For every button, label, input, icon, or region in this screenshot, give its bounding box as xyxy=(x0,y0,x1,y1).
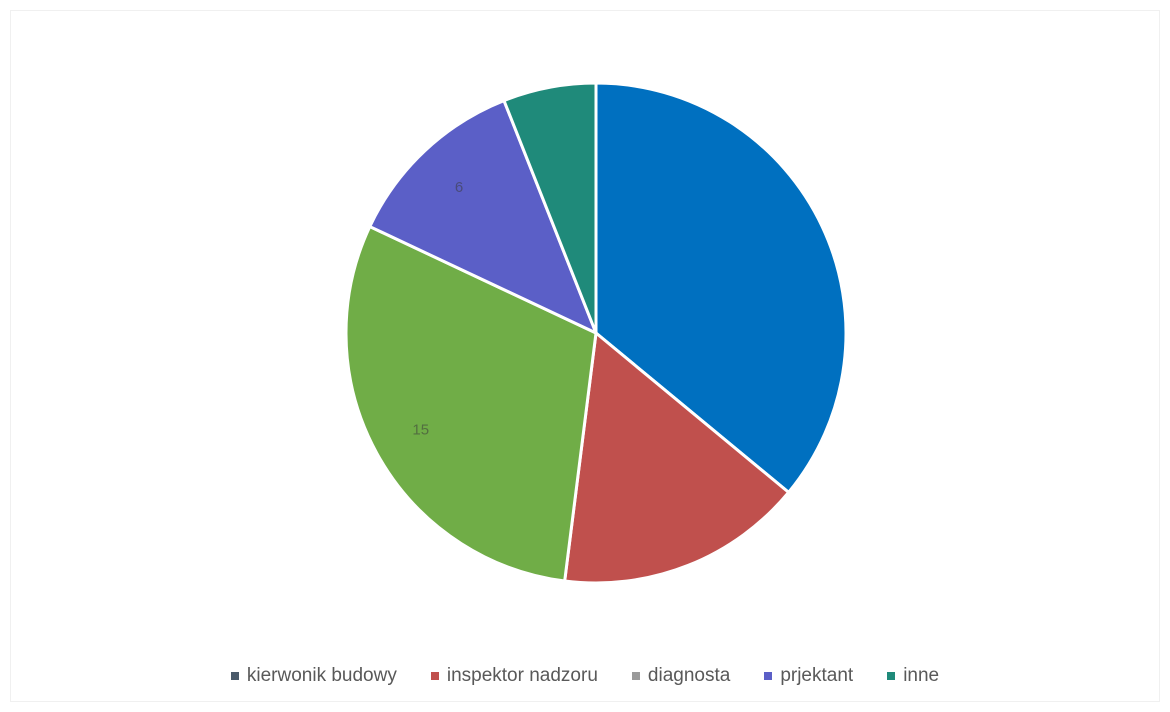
legend-swatch xyxy=(764,672,773,680)
pie-slice-prjektant xyxy=(367,98,599,336)
pie-slices xyxy=(344,81,848,585)
legend-item: kierwonik budowy xyxy=(230,665,397,687)
pie-slice-diagnosta xyxy=(344,224,598,583)
legend-label: diagnosta xyxy=(647,665,731,686)
legend-item: diagnosta xyxy=(631,665,731,687)
data-label-diagnosta: 15 xyxy=(412,421,429,438)
legend-label: prjektant xyxy=(780,665,854,686)
pie-data-labels: 15 6 xyxy=(412,179,463,438)
chart-legend: kierwonik budowy inspektor nadzoru diagnos… xyxy=(0,665,1170,687)
legend-swatch xyxy=(887,672,896,680)
legend-item: prjektant xyxy=(764,665,853,687)
legend-item: inne xyxy=(887,665,939,687)
pie-slice-kierwonik-budowy xyxy=(594,81,848,495)
legend-label: inne xyxy=(903,665,940,686)
data-label-prjektant: 6 xyxy=(455,179,463,196)
legend-swatch xyxy=(631,672,640,680)
pie-slice-inne xyxy=(502,81,598,334)
legend-label: kierwonik budowy xyxy=(246,665,397,686)
legend-item: inspektor nadzoru xyxy=(430,665,598,687)
legend-label: inspektor nadzoru xyxy=(446,665,598,686)
pie-slice-inspektor-nadzoru xyxy=(562,330,791,585)
legend-swatch xyxy=(230,672,239,680)
legend-swatch xyxy=(430,672,439,680)
